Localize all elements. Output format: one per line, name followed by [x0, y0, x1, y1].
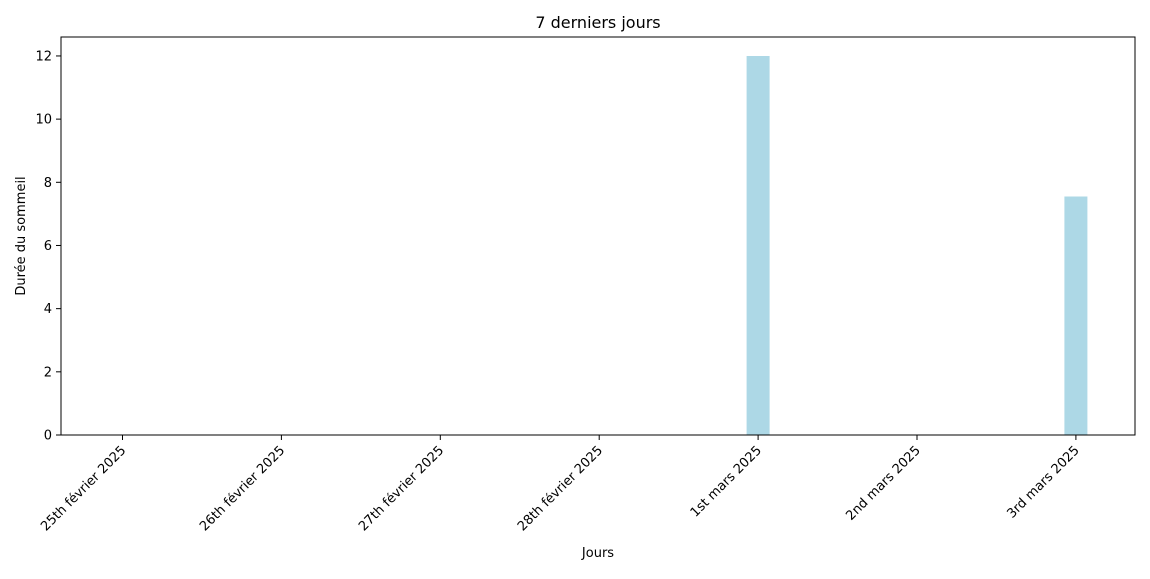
y-tick-label-3: 6 [44, 239, 52, 254]
plot-frame [60, 36, 1136, 436]
chart-title: 7 derniers jours [535, 13, 660, 32]
x-axis-label: Jours [581, 546, 614, 561]
y-tick-label-4: 8 [44, 176, 52, 191]
y-tick-label-1: 2 [44, 365, 52, 380]
y-tick-label-2: 4 [44, 302, 52, 317]
y-axis: 0 2 4 6 8 10 12 [35, 49, 61, 444]
x-tick-label-1: 26th février 2025 [197, 443, 288, 534]
y-tick-label-6: 12 [35, 49, 52, 64]
x-axis: 25th février 2025 26th février 2025 27th f… [38, 435, 1083, 534]
y-axis-label: Durée du sommeil [14, 176, 29, 295]
x-tick-label-0: 25th février 2025 [38, 443, 129, 534]
y-tick-label-0: 0 [44, 429, 52, 444]
x-tick-label-3: 28th février 2025 [515, 443, 606, 534]
x-tick-label-2: 27th février 2025 [356, 443, 447, 534]
bar-4 [746, 56, 770, 435]
x-tick-label-6: 3rd mars 2025 [1004, 443, 1082, 521]
x-tick-label-5: 2nd mars 2025 [843, 443, 924, 524]
bars-group [746, 56, 1088, 435]
bar-6 [1064, 196, 1088, 435]
x-tick-label-4: 1st mars 2025 [688, 443, 765, 520]
y-tick-label-5: 10 [35, 113, 52, 128]
